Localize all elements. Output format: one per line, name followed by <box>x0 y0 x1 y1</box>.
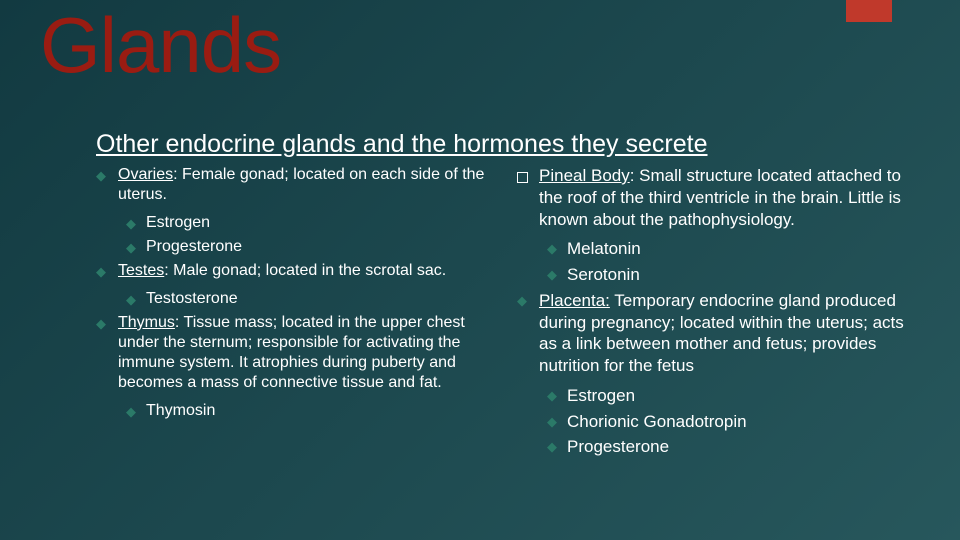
hormone-label: Estrogen <box>146 213 499 233</box>
diamond-bullet-icon: ◆ <box>547 264 567 286</box>
gland-desc: : Male gonad; located in the scrotal sac… <box>164 262 446 279</box>
accent-bar <box>846 0 892 22</box>
hormone-item: ◆Testosterone <box>126 289 499 309</box>
right-column: Pineal Body: Small structure located att… <box>517 165 920 530</box>
gland-text: Ovaries: Female gonad; located on each s… <box>118 165 499 205</box>
diamond-bullet-icon: ◆ <box>547 436 567 458</box>
hormone-item: ◆Progesterone <box>126 237 499 257</box>
gland-text: Placenta: Temporary endocrine gland prod… <box>539 290 920 377</box>
diamond-bullet-icon: ◆ <box>126 289 146 309</box>
hormone-label: Testosterone <box>146 289 499 309</box>
hormone-label: Estrogen <box>567 385 920 407</box>
diamond-bullet-icon: ◆ <box>96 261 118 281</box>
gland-term: Placenta: <box>539 291 610 310</box>
gland-item: ◆Ovaries: Female gonad; located on each … <box>96 165 499 205</box>
gland-item: ◆Placenta: Temporary endocrine gland pro… <box>517 290 920 377</box>
hormone-label: Progesterone <box>146 237 499 257</box>
hormone-label: Melatonin <box>567 238 920 260</box>
gland-text: Pineal Body: Small structure located att… <box>539 165 920 230</box>
diamond-bullet-icon: ◆ <box>96 313 118 393</box>
diamond-bullet-icon: ◆ <box>126 401 146 421</box>
gland-item: Pineal Body: Small structure located att… <box>517 165 920 230</box>
gland-text: Testes: Male gonad; located in the scrot… <box>118 261 499 281</box>
gland-text: Thymus: Tissue mass; located in the uppe… <box>118 313 499 393</box>
square-bullet-icon <box>517 165 539 230</box>
hormone-item: ◆Melatonin <box>547 238 920 260</box>
gland-item: ◆Testes: Male gonad; located in the scro… <box>96 261 499 281</box>
hormone-label: Serotonin <box>567 264 920 286</box>
hormone-item: ◆Serotonin <box>547 264 920 286</box>
diamond-bullet-icon: ◆ <box>547 238 567 260</box>
left-column: ◆Ovaries: Female gonad; located on each … <box>96 165 499 530</box>
gland-term: Thymus <box>118 314 175 331</box>
gland-term: Pineal Body <box>539 166 630 185</box>
gland-term: Ovaries <box>118 166 173 183</box>
diamond-bullet-icon: ◆ <box>126 237 146 257</box>
diamond-bullet-icon: ◆ <box>517 290 539 377</box>
hormone-item: ◆Estrogen <box>547 385 920 407</box>
content-columns: ◆Ovaries: Female gonad; located on each … <box>96 165 920 530</box>
hormone-label: Thymosin <box>146 401 499 421</box>
hormone-label: Progesterone <box>567 436 920 458</box>
slide-subtitle: Other endocrine glands and the hormones … <box>96 130 708 159</box>
slide-title: Glands <box>40 6 281 84</box>
gland-term: Testes <box>118 262 164 279</box>
diamond-bullet-icon: ◆ <box>547 411 567 433</box>
diamond-bullet-icon: ◆ <box>96 165 118 205</box>
hormone-item: ◆Chorionic Gonadotropin <box>547 411 920 433</box>
diamond-bullet-icon: ◆ <box>547 385 567 407</box>
gland-desc: : Female gonad; located on each side of … <box>118 166 484 203</box>
hormone-label: Chorionic Gonadotropin <box>567 411 920 433</box>
hormone-item: ◆Progesterone <box>547 436 920 458</box>
slide: Glands Other endocrine glands and the ho… <box>0 0 960 540</box>
hormone-item: ◆Estrogen <box>126 213 499 233</box>
gland-item: ◆Thymus: Tissue mass; located in the upp… <box>96 313 499 393</box>
hormone-item: ◆Thymosin <box>126 401 499 421</box>
diamond-bullet-icon: ◆ <box>126 213 146 233</box>
